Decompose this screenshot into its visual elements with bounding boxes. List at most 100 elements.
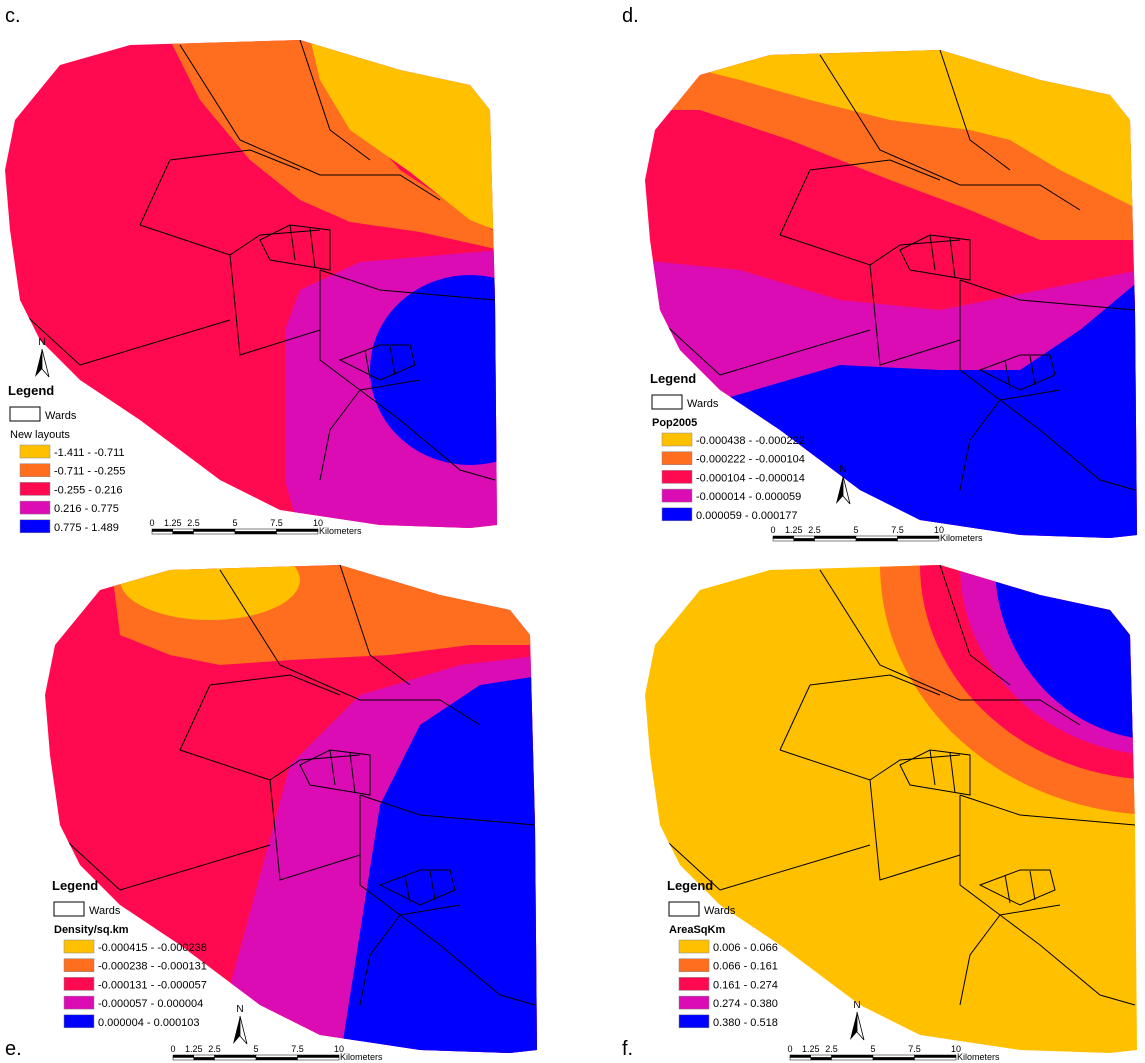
legend-field: New layouts xyxy=(10,429,70,441)
legend-swatch xyxy=(662,508,692,521)
legend-class: -0.000222 - -0.000104 xyxy=(696,454,805,466)
legend-swatch xyxy=(20,482,50,495)
scale-segment xyxy=(856,536,898,539)
legend-class: -0.000014 - 0.000059 xyxy=(696,491,801,503)
scale-tick-label: 5 xyxy=(232,518,237,528)
legend-class: 0.161 - 0.274 xyxy=(713,979,778,991)
scale-tick-label: 2.5 xyxy=(187,518,200,528)
scale-segment xyxy=(898,536,940,539)
legend-class: -0.000438 - -0.000222 xyxy=(696,435,805,447)
scale-segment xyxy=(790,1055,811,1058)
legend-swatch xyxy=(64,940,94,953)
legend-swatch xyxy=(662,489,692,502)
zone xyxy=(370,275,570,465)
scale-tick-label: 7.5 xyxy=(291,1044,304,1054)
legend-layer: Wards xyxy=(45,410,77,422)
scale-segment xyxy=(173,1055,194,1058)
north-arrow xyxy=(233,1016,240,1044)
legend-class: 0.216 - 0.775 xyxy=(54,503,119,515)
scale-tick-label: 0 xyxy=(770,525,775,535)
legend-swatch xyxy=(64,959,94,972)
scale-segment xyxy=(915,1058,957,1061)
scale-tick-label: 2.5 xyxy=(808,525,821,535)
scale-segment xyxy=(832,1055,874,1058)
scale-segment xyxy=(898,539,940,542)
legend-swatch xyxy=(10,407,40,421)
scale-segment xyxy=(298,1058,340,1061)
scale-segment xyxy=(256,1058,298,1061)
scale-segment xyxy=(173,529,194,532)
north-arrow xyxy=(850,1012,857,1040)
scale-segment xyxy=(856,539,898,542)
legend-title: Legend xyxy=(52,878,98,893)
north-label: N xyxy=(853,1000,860,1011)
scale-segment xyxy=(173,532,194,535)
scale-segment xyxy=(832,1058,874,1061)
panel-label: d. xyxy=(622,5,639,27)
scale-segment xyxy=(873,1058,915,1061)
scale-tick-label: 1.25 xyxy=(185,1044,203,1054)
legend-swatch xyxy=(54,902,84,916)
scale-tick-label: 1.25 xyxy=(785,525,803,535)
legend-class: -0.711 - -0.255 xyxy=(54,466,125,478)
scale-unit: Kilometers xyxy=(319,526,362,536)
legend-class: 0.000059 - 0.000177 xyxy=(696,510,798,522)
legend-swatch xyxy=(64,977,94,990)
scale-segment xyxy=(873,1055,915,1058)
map-panel: c.LegendWardsNew layouts-1.411 - -0.711-… xyxy=(0,0,570,560)
legend-swatch xyxy=(679,977,709,990)
scale-segment xyxy=(235,529,277,532)
scale-segment xyxy=(256,1055,298,1058)
legend-swatch xyxy=(20,445,50,458)
legend-class: 0.006 - 0.066 xyxy=(713,942,778,954)
legend-class: -0.000131 - -0.000057 xyxy=(98,979,207,991)
map xyxy=(630,10,1145,570)
scale-tick-label: 5 xyxy=(853,525,858,535)
legend-class: 0.274 - 0.380 xyxy=(713,998,778,1010)
legend-class: 0.066 - 0.161 xyxy=(713,961,778,973)
scale-unit: Kilometers xyxy=(940,533,983,543)
legend-class: -0.000057 - 0.000004 xyxy=(98,998,203,1010)
scale-segment xyxy=(915,1055,957,1058)
scale-tick-label: 7.5 xyxy=(270,518,283,528)
scale-segment xyxy=(215,1058,257,1061)
scale-tick-label: 2.5 xyxy=(825,1044,838,1054)
scale-segment xyxy=(194,529,236,532)
scale-segment xyxy=(811,1055,832,1058)
legend-class: -0.000415 - -0.000238 xyxy=(98,942,207,954)
scale-tick-label: 7.5 xyxy=(891,525,904,535)
legend-class: -0.255 - 0.216 xyxy=(54,484,123,496)
legend-class: 0.380 - 0.518 xyxy=(713,1017,778,1029)
north-arrow xyxy=(35,349,42,377)
map-fill xyxy=(630,10,1145,570)
scale-segment xyxy=(790,1058,811,1061)
legend-swatch xyxy=(662,452,692,465)
legend-swatch xyxy=(64,996,94,1009)
legend-field: AreaSqKm xyxy=(669,924,725,936)
scale-tick-label: 7.5 xyxy=(908,1044,921,1054)
legend-class: 0.000004 - 0.000103 xyxy=(98,1017,200,1029)
scale-segment xyxy=(152,532,173,535)
north-label: N xyxy=(236,1004,243,1015)
legend-swatch xyxy=(662,470,692,483)
north-arrow xyxy=(836,476,843,504)
scale-segment xyxy=(194,1055,215,1058)
scale-tick-label: 0 xyxy=(149,518,154,528)
scale-segment xyxy=(811,1058,832,1061)
north-label: N xyxy=(839,464,846,475)
scale-tick-label: 0 xyxy=(787,1044,792,1054)
scale-segment xyxy=(298,1055,340,1058)
panel-label: e. xyxy=(5,1038,22,1060)
legend-class: -1.411 - -0.711 xyxy=(54,447,125,459)
scale-unit: Kilometers xyxy=(957,1052,1000,1062)
scale-segment xyxy=(277,529,319,532)
legend-swatch xyxy=(20,501,50,514)
legend-swatch xyxy=(20,520,50,533)
scale-segment xyxy=(815,536,857,539)
zone xyxy=(120,540,300,620)
scale-segment xyxy=(773,536,794,539)
scale-tick-label: 0 xyxy=(170,1044,175,1054)
north-arrow xyxy=(42,349,49,377)
scale-segment xyxy=(773,539,794,542)
legend-swatch xyxy=(679,959,709,972)
